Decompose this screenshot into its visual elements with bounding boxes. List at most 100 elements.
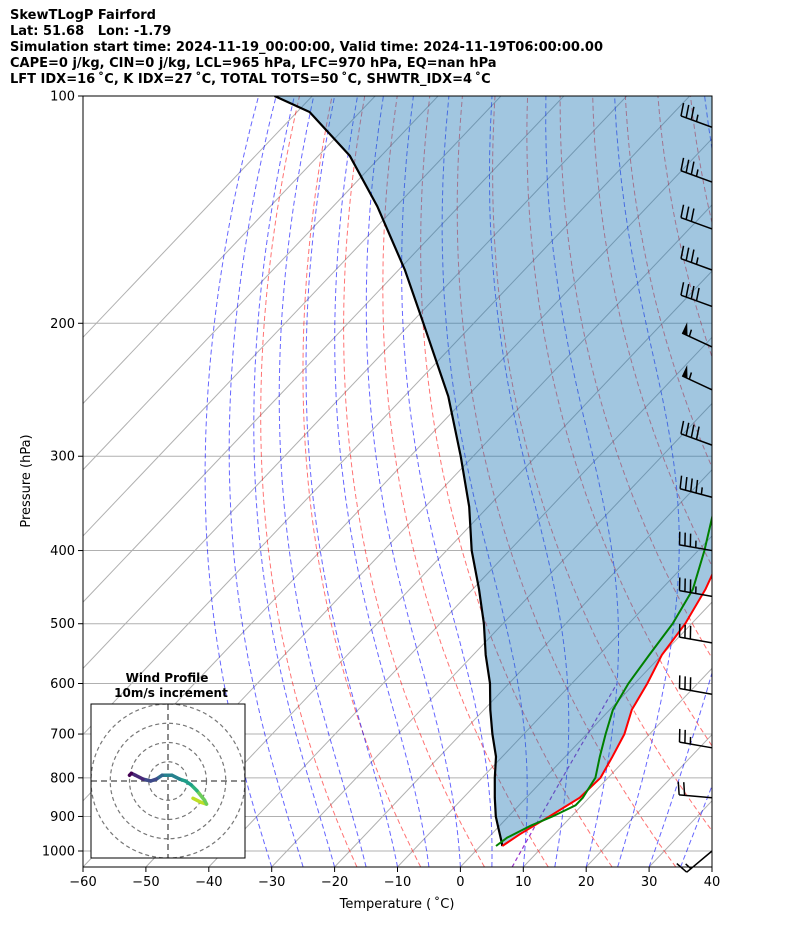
wind-barb-half xyxy=(695,169,699,177)
isotherm-line xyxy=(83,96,502,537)
wind-barb-full xyxy=(695,426,700,440)
wind-barb-full xyxy=(690,161,695,175)
x-axis-label: Temperature ( ˚C) xyxy=(339,896,455,912)
moist-adiabat-line xyxy=(365,96,461,867)
wind-barb xyxy=(678,675,713,695)
chart-title-block: SkewTLogP Fairford Lat: 51.68 Lon: -1.79… xyxy=(10,8,603,88)
moist-adiabat-line xyxy=(648,96,712,867)
x-tick-label: −40 xyxy=(195,875,222,890)
wind-barb-full xyxy=(680,102,685,117)
title-station: SkewTLogP Fairford xyxy=(10,8,156,23)
wind-barb xyxy=(678,577,713,598)
wind-barb xyxy=(681,364,713,391)
dry-adiabat-line xyxy=(756,96,794,867)
wind-barb-full xyxy=(680,204,685,218)
isotherm-line xyxy=(334,469,712,867)
hodograph-trace xyxy=(127,771,209,806)
wind-barb-full xyxy=(685,159,690,173)
moist-adiabat-line xyxy=(334,96,430,867)
title-indices: LFT IDX=16 ˚C, K IDX=27 ˚C, TOTAL TOTS=5… xyxy=(10,72,491,87)
title-cape: CAPE=0 j/kg, CIN=0 j/kg, LCL=965 hPa, LF… xyxy=(10,56,497,71)
dry-adiabat-line xyxy=(592,96,712,568)
x-tick-label: −50 xyxy=(132,875,159,890)
moist-adiabat-line xyxy=(488,96,570,867)
dry-adiabat-line xyxy=(382,96,549,867)
wind-barb-full xyxy=(695,287,700,301)
wind-barb-full xyxy=(690,208,695,222)
wind-barb-full xyxy=(685,422,690,436)
dewpoint-line xyxy=(495,513,712,847)
y-tick-label: 600 xyxy=(50,677,75,692)
x-tick-label: 20 xyxy=(578,875,595,890)
x-tick-label: −60 xyxy=(69,875,96,890)
x-tick-label: 0 xyxy=(456,875,464,890)
wind-barb xyxy=(679,475,713,498)
wind-barbs xyxy=(676,102,713,873)
wind-barb xyxy=(678,531,713,552)
x-tick-label: −30 xyxy=(258,875,285,890)
moist-adiabat-line xyxy=(253,96,336,867)
wind-barb-flag xyxy=(682,364,688,379)
sounding-profiles xyxy=(274,96,712,847)
wind-barb xyxy=(680,282,713,308)
x-tick-label: 40 xyxy=(704,875,721,890)
hodograph-subtitle: 10m/s increment xyxy=(114,686,228,700)
title-latlon: Lat: 51.68 Lon: -1.79 xyxy=(10,24,172,39)
y-tick-label: 100 xyxy=(50,90,75,105)
wind-barb-full xyxy=(685,247,690,261)
hodograph-inset: Wind Profile 10m/s increment xyxy=(90,671,246,859)
wind-barb-half xyxy=(685,863,692,870)
wind-barb-half xyxy=(700,487,703,495)
wind-barb-full xyxy=(685,104,690,118)
dry-adiabat-line xyxy=(456,96,677,867)
isotherm-line xyxy=(83,96,691,736)
wind-barb xyxy=(678,728,713,749)
moist-adiabat-line xyxy=(744,96,794,867)
title-times: Simulation start time: 2024-11-19_00:00:… xyxy=(10,40,603,55)
wind-barb xyxy=(680,157,713,183)
wind-barb-full xyxy=(677,781,680,795)
moist-adiabat-line xyxy=(711,865,712,867)
dry-adiabat-line xyxy=(492,96,712,832)
wind-barb-full xyxy=(680,420,685,434)
isotherm-line xyxy=(271,402,712,867)
isotherm-line xyxy=(208,336,712,867)
moist-adiabat-line xyxy=(278,96,367,867)
wind-barb-half xyxy=(695,257,699,265)
isotherm-line xyxy=(585,733,712,867)
wind-barb-full xyxy=(682,782,686,796)
wind-barb xyxy=(677,781,713,799)
isotherm-line xyxy=(145,270,712,867)
moist-adiabat-line xyxy=(228,96,304,867)
dry-adiabat-line xyxy=(526,96,712,747)
y-tick-label: 200 xyxy=(50,317,75,332)
moist-adiabat-line xyxy=(545,96,619,867)
wind-barb-full xyxy=(676,862,688,873)
moist-adiabat-line xyxy=(614,96,680,867)
wind-barb-full xyxy=(679,475,683,489)
y-tick-label: 300 xyxy=(50,450,75,465)
wind-barb-full xyxy=(690,424,695,438)
wind-barb xyxy=(681,322,713,348)
dry-adiabat-line xyxy=(302,96,422,867)
moist-adiabats xyxy=(204,96,794,867)
isotherm-line xyxy=(711,866,712,867)
wind-barb xyxy=(680,245,713,271)
moist-adiabat-line xyxy=(401,96,493,867)
parcel-profile-line xyxy=(274,96,504,847)
y-tick-label: 800 xyxy=(50,771,75,786)
dry-adiabat-line xyxy=(723,96,794,867)
hodograph-segment xyxy=(195,788,207,802)
wind-barb-staff xyxy=(679,687,713,695)
moist-adiabat-line xyxy=(441,96,528,867)
isotherm-line xyxy=(83,96,439,471)
x-tick-label: 10 xyxy=(515,875,532,890)
wind-barb-half xyxy=(695,114,699,122)
wind-barb-full xyxy=(680,282,685,296)
dry-adiabat-line xyxy=(343,96,485,867)
hodograph-title: Wind Profile xyxy=(126,671,209,685)
dry-adiabat-line xyxy=(420,96,613,867)
isotherm-line xyxy=(83,96,313,339)
wind-barb-half xyxy=(688,329,693,337)
